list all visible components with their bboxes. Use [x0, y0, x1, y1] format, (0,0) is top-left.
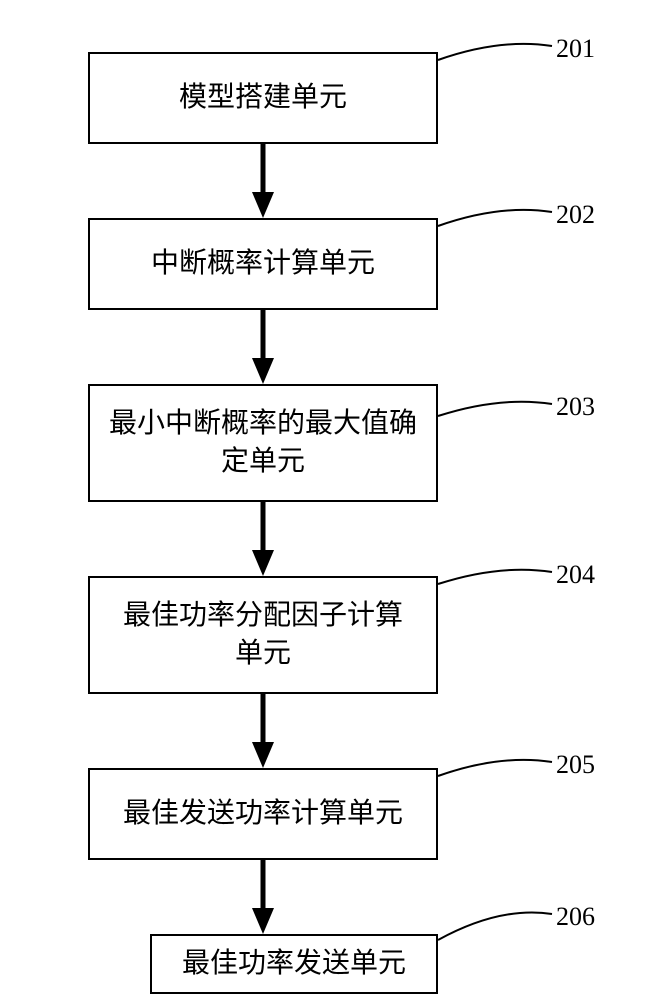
leader-line: [434, 392, 556, 420]
flowchart-canvas: 模型搭建单元中断概率计算单元最小中断概率的最大值确定单元最佳功率分配因子计算单元…: [0, 0, 656, 1000]
flow-arrow-icon: [248, 310, 278, 384]
ref-label: 203: [556, 392, 595, 422]
leader-line: [434, 560, 556, 588]
ref-label: 205: [556, 750, 595, 780]
flow-node-label: 最佳功率分配因子计算单元: [123, 597, 403, 673]
flow-node-label: 模型搭建单元: [179, 79, 347, 117]
ref-label: 204: [556, 560, 595, 590]
flow-arrow-icon: [248, 144, 278, 218]
ref-label: 202: [556, 200, 595, 230]
flow-arrow-icon: [248, 502, 278, 576]
flow-node: 最佳发送功率计算单元: [88, 768, 438, 860]
flow-node-label: 最佳功率发送单元: [182, 945, 406, 983]
leader-line: [434, 750, 556, 780]
flow-node: 最佳功率分配因子计算单元: [88, 576, 438, 694]
ref-label: 206: [556, 902, 595, 932]
flow-arrow-icon: [248, 860, 278, 934]
leader-line: [434, 902, 556, 944]
flow-node-label: 最小中断概率的最大值确定单元: [109, 405, 417, 481]
flow-arrow-icon: [248, 694, 278, 768]
leader-line: [434, 200, 556, 230]
flow-node-label: 中断概率计算单元: [151, 245, 375, 283]
flow-node: 最佳功率发送单元: [150, 934, 438, 994]
flow-node-label: 最佳发送功率计算单元: [123, 795, 403, 833]
flow-node: 最小中断概率的最大值确定单元: [88, 384, 438, 502]
ref-label: 201: [556, 34, 595, 64]
leader-line: [434, 34, 556, 64]
flow-node: 模型搭建单元: [88, 52, 438, 144]
flow-node: 中断概率计算单元: [88, 218, 438, 310]
